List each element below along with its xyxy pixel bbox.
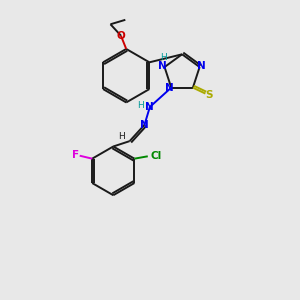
Text: Cl: Cl — [151, 151, 162, 161]
Text: N: N — [197, 61, 206, 71]
Text: H: H — [118, 132, 125, 141]
Text: N: N — [165, 82, 173, 93]
Text: N: N — [146, 102, 154, 112]
Text: N: N — [140, 120, 149, 130]
Text: F: F — [72, 150, 80, 160]
Text: O: O — [116, 31, 125, 40]
Text: S: S — [205, 90, 213, 100]
Text: H: H — [160, 53, 167, 62]
Text: H: H — [138, 101, 144, 110]
Text: N: N — [158, 61, 167, 71]
